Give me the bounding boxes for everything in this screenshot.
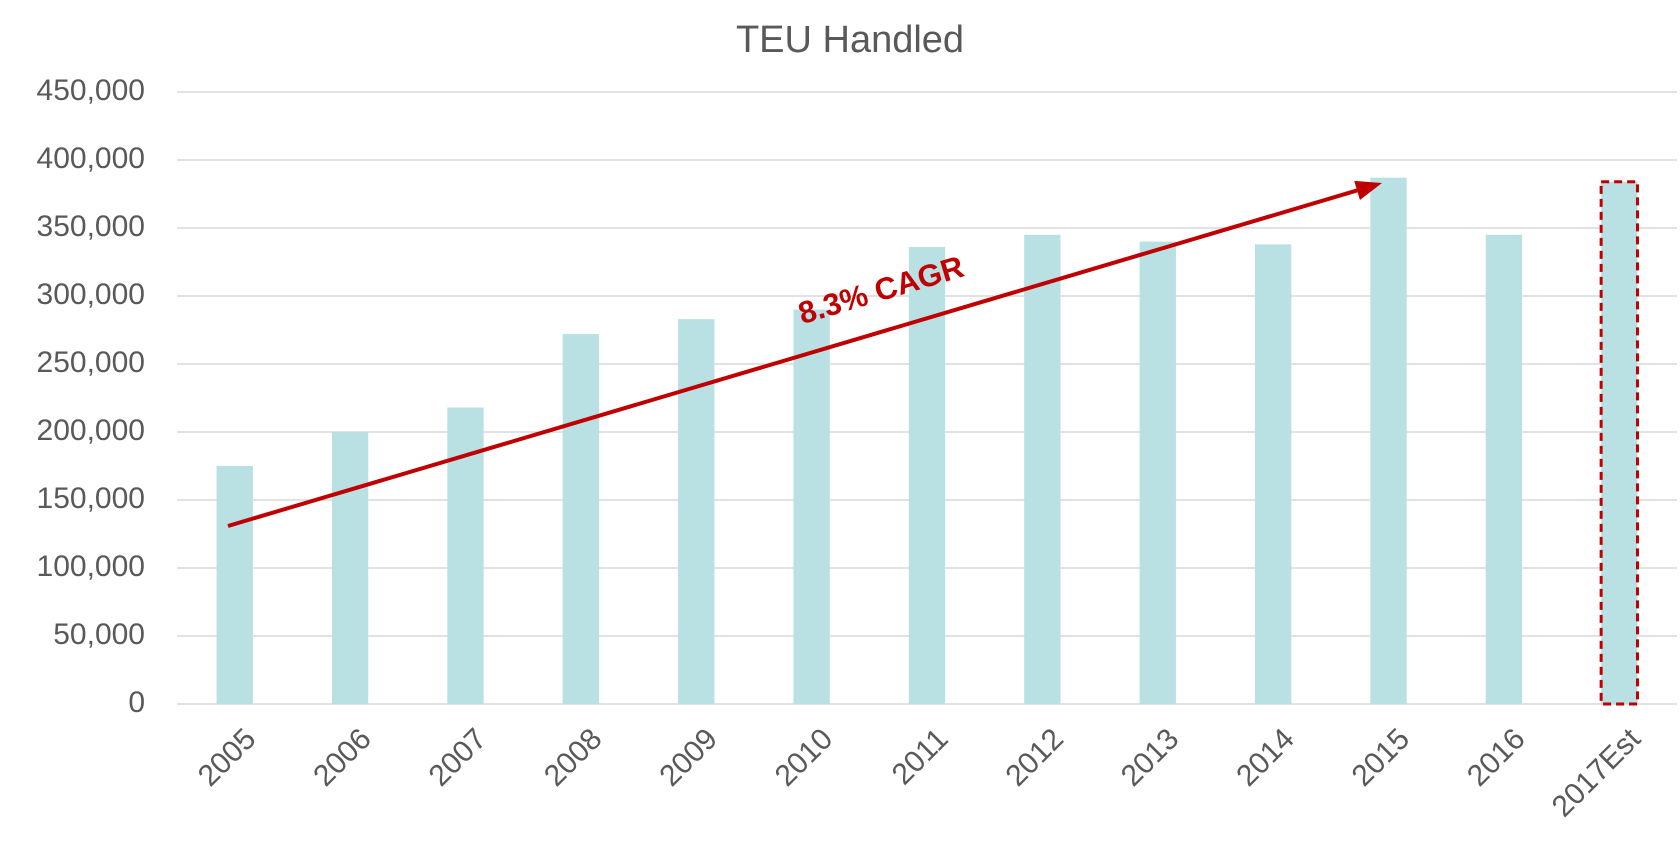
bar [678,319,715,704]
x-tick-label: 2017Est [1546,722,1648,824]
y-tick-label: 250,000 [37,346,145,379]
x-tick-label: 2010 [769,722,840,793]
y-tick-label: 350,000 [37,210,145,243]
bar [1024,234,1061,705]
y-tick-label: 0 [128,686,145,719]
bar [1254,244,1292,704]
y-tick-label: 200,000 [37,414,145,447]
x-tick-label: 2011 [886,722,955,791]
bar [331,432,369,704]
x-tick-label: 2012 [1000,722,1071,793]
x-tick-label: 2015 [1346,722,1417,793]
x-tick-label: 2014 [1230,722,1301,793]
y-tick-label: 150,000 [37,482,145,515]
bar [1485,234,1523,705]
cagr-arrow [227,188,1358,528]
x-tick-label: 2005 [192,722,263,793]
y-tick-label: 400,000 [37,142,145,175]
highlight-box [1599,180,1639,706]
x-tick-label: 2007 [423,722,494,793]
bar [1601,181,1638,704]
x-tick-label: 2016 [1461,722,1532,793]
bar [1139,241,1176,704]
x-tick-label: 2013 [1115,722,1186,793]
bar [1370,177,1407,704]
cagr-arrowhead [1354,180,1382,200]
bar [562,334,600,704]
x-tick-label: 2006 [307,722,378,793]
bar [793,309,830,704]
y-tick-label: 50,000 [53,618,145,651]
x-tick-label: 2008 [538,722,609,793]
y-tick-label: 450,000 [37,74,145,107]
chart-title: TEU Handled [736,19,964,61]
y-tick-label: 100,000 [37,550,145,583]
bar [216,466,253,704]
x-tick-label: 2009 [653,722,724,793]
y-tick-label: 300,000 [37,278,145,311]
